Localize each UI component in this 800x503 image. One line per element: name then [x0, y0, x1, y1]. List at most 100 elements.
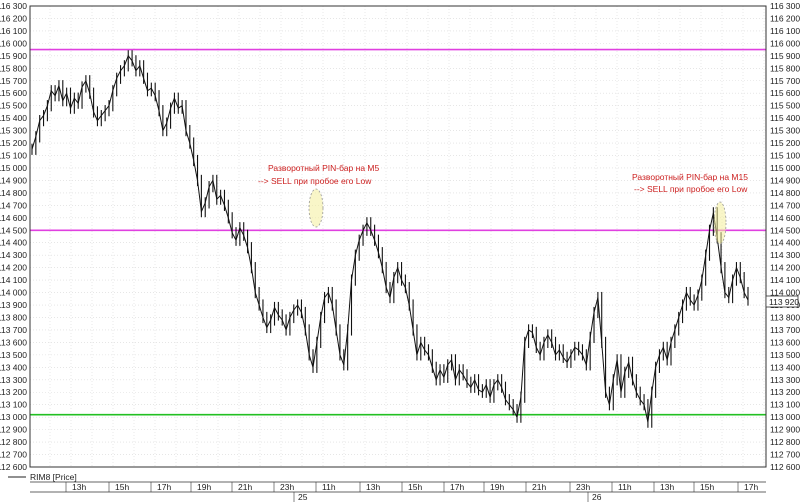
y-tick-right: 113 400 [770, 362, 800, 372]
legend-label: RIM8 [Price] [30, 472, 77, 482]
x-tick-label: 17h [450, 482, 464, 492]
y-tick-right: 115 700 [770, 76, 800, 86]
price-line [31, 54, 749, 423]
x-tick-label: 21h [532, 482, 546, 492]
y-tick-left: 115 800 [0, 63, 27, 73]
y-tick-right: 113 100 [770, 400, 800, 410]
y-tick-left: 115 000 [0, 163, 27, 173]
y-tick-right: 112 900 [770, 425, 800, 435]
y-tick-right: 114 600 [770, 213, 800, 223]
date-label: 26 [592, 492, 602, 502]
y-tick-left: 114 700 [0, 200, 27, 210]
y-tick-right: 114 400 [770, 238, 800, 248]
last-price-label: 113 920 [769, 297, 799, 307]
y-tick-right: 114 100 [770, 275, 800, 285]
y-tick-left: 115 700 [0, 76, 27, 86]
y-tick-right: 113 700 [770, 325, 800, 335]
y-tick-left: 116 300 [0, 1, 27, 11]
y-tick-right: 114 800 [770, 188, 800, 198]
y-tick-left: 114 100 [0, 275, 27, 285]
y-tick-right: 115 900 [770, 51, 800, 61]
y-tick-left: 113 100 [0, 400, 27, 410]
y-tick-left: 113 000 [0, 412, 27, 422]
y-tick-right: 115 400 [770, 113, 800, 123]
x-tick-label: 17h [744, 482, 758, 492]
x-tick-label: 13h [366, 482, 380, 492]
y-tick-left: 112 800 [0, 437, 27, 447]
annotation-m15: Разворотный PIN-бар на М15 --> SELL при … [632, 172, 748, 194]
y-tick-right: 116 000 [770, 38, 800, 48]
y-tick-right: 113 200 [770, 387, 800, 397]
y-tick-right: 113 800 [770, 312, 800, 322]
x-tick-label: 17h [157, 482, 171, 492]
y-tick-left: 114 800 [0, 188, 27, 198]
y-tick-left: 113 400 [0, 362, 27, 372]
x-tick-label: 11h [618, 482, 632, 492]
y-tick-left: 113 500 [0, 350, 27, 360]
y-tick-left: 114 600 [0, 213, 27, 223]
y-tick-left: 116 200 [0, 13, 27, 23]
price-series [31, 50, 749, 428]
y-tick-left: 114 400 [0, 238, 27, 248]
x-tick-label: 13h [660, 482, 674, 492]
y-tick-left: 115 200 [0, 138, 27, 148]
y-tick-left: 113 700 [0, 325, 27, 335]
y-tick-right: 115 000 [770, 163, 800, 173]
y-tick-left: 112 900 [0, 425, 27, 435]
annotation-m5: Разворотный PIN-бар на М5 --> SELL при п… [258, 163, 379, 186]
y-tick-right: 115 600 [770, 88, 800, 98]
y-tick-right: 113 000 [770, 412, 800, 422]
pin-bar-highlights [308, 188, 727, 245]
y-tick-right: 115 100 [770, 151, 800, 161]
y-tick-right: 115 800 [770, 63, 800, 73]
y-tick-left: 112 600 [0, 462, 27, 472]
y-tick-right: 116 200 [770, 13, 800, 23]
annotation-m5-line2: --> SELL при пробое его Low [258, 176, 372, 186]
y-tick-right: 114 700 [770, 200, 800, 210]
y-tick-left: 114 300 [0, 250, 27, 260]
x-tick-label: 15h [408, 482, 422, 492]
y-tick-right: 114 300 [770, 250, 800, 260]
annotation-m15-line1: Разворотный PIN-бар на М15 [632, 172, 748, 182]
y-tick-right: 116 100 [770, 26, 800, 36]
y-tick-left: 115 300 [0, 126, 27, 136]
annotation-m5-line1: Разворотный PIN-бар на М5 [268, 163, 379, 173]
y-tick-right: 116 300 [770, 1, 800, 11]
y-tick-right: 112 800 [770, 437, 800, 447]
x-tick-label: 23h [280, 482, 294, 492]
y-tick-left: 114 200 [0, 263, 27, 273]
y-axis-left: 112 600 112 700 112 800 112 900 113 000 113 1… [0, 1, 27, 472]
y-tick-left: 115 400 [0, 113, 27, 123]
y-tick-left: 114 900 [0, 175, 27, 185]
grid [30, 5, 766, 468]
y-tick-right: 115 500 [770, 101, 800, 111]
x-axis: 13h 15h 17h 19h 21h 23h 11h 13h 15h 17h 19h 21h 23h 1… [30, 481, 766, 502]
y-tick-right: 113 300 [770, 375, 800, 385]
x-tick-label: 21h [238, 482, 252, 492]
y-tick-right: 115 300 [770, 126, 800, 136]
y-tick-left: 116 100 [0, 26, 27, 36]
y-tick-left: 115 100 [0, 151, 27, 161]
x-tick-label: 15h [700, 482, 714, 492]
y-tick-left: 113 300 [0, 375, 27, 385]
y-tick-right: 114 900 [770, 175, 800, 185]
x-tick-label: 13h [72, 482, 86, 492]
y-tick-right: 114 500 [770, 225, 800, 235]
x-tick-label: 15h [115, 482, 129, 492]
y-tick-left: 114 500 [0, 225, 27, 235]
y-tick-left: 113 900 [0, 300, 27, 310]
y-tick-right: 115 200 [770, 138, 800, 148]
y-axis-right: 112 600 112 700 112 800 112 900 113 000 113 1… [770, 1, 800, 472]
annotation-m15-line2: --> SELL при пробое его Low [634, 184, 748, 194]
y-tick-left: 113 200 [0, 387, 27, 397]
y-tick-left: 112 700 [0, 450, 27, 460]
y-tick-right: 112 600 [770, 462, 800, 472]
y-tick-left: 115 900 [0, 51, 27, 61]
y-tick-right: 114 000 [770, 288, 800, 298]
x-tick-label: 19h [197, 482, 211, 492]
y-tick-right: 112 700 [770, 450, 800, 460]
chart-frame [29, 5, 767, 468]
x-tick-label: 23h [576, 482, 590, 492]
y-tick-right: 114 200 [770, 263, 800, 273]
